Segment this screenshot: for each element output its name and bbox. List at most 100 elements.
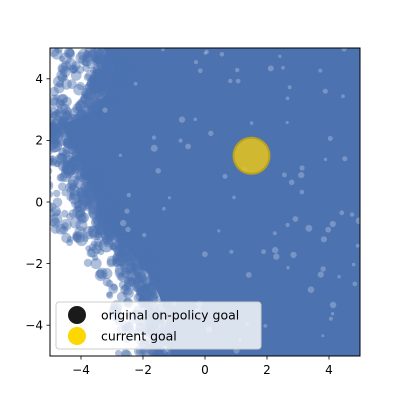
- cloud-stray-point: [50, 111, 60, 122]
- cloud-stray-point: [50, 155, 55, 163]
- cloud-stray-point: [90, 240, 98, 247]
- cloud-point: [185, 48, 197, 51]
- cloud-stray-point: [71, 198, 82, 209]
- cloud-speckle: [150, 144, 158, 152]
- cloud-stray-point: [72, 103, 83, 114]
- cloud-stray-point: [121, 350, 132, 356]
- y-tick-label: 2: [35, 134, 43, 148]
- cloud-stray-point: [120, 349, 131, 356]
- cloud-speckle: [267, 65, 274, 72]
- cloud-speckle: [292, 216, 299, 222]
- cloud-point: [71, 149, 84, 161]
- x-tick-label: 4: [325, 363, 333, 377]
- cloud-point: [114, 99, 124, 109]
- cloud-core: [62, 48, 360, 356]
- cloud-speckle: [320, 236, 327, 243]
- cloud-speckle: [133, 81, 138, 86]
- cloud-stray-point: [58, 93, 69, 104]
- cloud-stray-point: [82, 90, 92, 100]
- cloud-stray-point: [90, 257, 102, 270]
- cloud-stray-point: [68, 193, 80, 205]
- cloud-stray-point: [57, 72, 67, 83]
- cloud-speckle: [288, 179, 295, 186]
- cloud-speckle: [337, 275, 341, 279]
- cloud-stray-point: [58, 182, 67, 191]
- cloud-point: [150, 272, 166, 288]
- legend-marker-original-goal: [68, 306, 86, 324]
- cloud-point: [69, 117, 79, 126]
- legend-label-current-goal: current goal: [101, 329, 177, 344]
- cloud-speckle: [178, 116, 186, 123]
- cloud-stray-point: [135, 348, 143, 355]
- cloud-point: [84, 140, 95, 151]
- cloud-stray-point: [93, 238, 103, 248]
- cloud-stray-point: [118, 280, 127, 289]
- cloud-stray-point: [133, 293, 144, 303]
- cloud-stray-point: [116, 272, 125, 281]
- cloud-speckle: [208, 130, 214, 136]
- cloud-stray-point: [81, 87, 93, 100]
- cloud-stray-point: [71, 61, 81, 71]
- cloud-stray-point: [72, 232, 80, 240]
- cloud-point: [86, 179, 100, 192]
- cloud-stray-point: [88, 225, 95, 232]
- cloud-speckle: [305, 224, 313, 232]
- cloud-speckle: [162, 206, 166, 211]
- cloud-speckle: [282, 172, 287, 178]
- cloud-stray-point: [123, 275, 132, 284]
- cloud-stray-point: [60, 209, 69, 218]
- cloud-speckle: [126, 192, 131, 198]
- cloud-stray-point: [50, 109, 54, 120]
- cloud-stray-point: [61, 79, 72, 90]
- cloud-stray-point: [85, 230, 94, 240]
- y-tick-label: −2: [25, 257, 43, 271]
- x-tick-label: 2: [263, 363, 271, 377]
- cloud-stray-point: [75, 209, 87, 221]
- cloud-stray-point: [63, 106, 72, 116]
- cloud-stray-point: [72, 231, 82, 242]
- cloud-speckle: [342, 156, 348, 162]
- cloud-speckle: [222, 173, 228, 179]
- cloud-stray-point: [81, 55, 93, 67]
- y-tick-label: 4: [35, 72, 43, 86]
- cloud-stray-point: [50, 155, 58, 167]
- cloud-speckle: [235, 78, 241, 84]
- cloud-stray-point: [50, 223, 61, 234]
- cloud-point: [69, 182, 77, 191]
- cloud-stray-point: [53, 160, 61, 168]
- cloud-speckle: [197, 68, 203, 74]
- cloud-stray-point: [102, 277, 112, 287]
- cloud-stray-point: [70, 69, 82, 81]
- cloud-stray-point: [76, 81, 85, 91]
- cloud-stray-point: [50, 167, 53, 175]
- cloud-speckle: [320, 266, 326, 272]
- cloud-speckle: [328, 316, 333, 321]
- cloud-stray-point: [89, 228, 101, 240]
- cloud-speckle: [285, 96, 290, 101]
- cloud-stray-point: [103, 240, 111, 248]
- cloud-stray-point: [66, 193, 74, 201]
- cloud-speckle: [341, 94, 345, 99]
- cloud-stray-point: [127, 276, 136, 285]
- cloud-stray-point: [69, 64, 79, 74]
- cloud-point: [78, 212, 89, 223]
- cloud-point: [101, 225, 110, 234]
- cloud-stray-point: [139, 348, 146, 356]
- cloud-speckle: [272, 231, 277, 236]
- cloud-point: [84, 48, 97, 57]
- cloud-point: [163, 284, 174, 294]
- cloud-stray-point: [75, 219, 88, 232]
- cloud-stray-point: [56, 94, 68, 106]
- cloud-stray-point: [83, 50, 91, 58]
- cloud-stray-point: [110, 283, 118, 291]
- cloud-stray-point: [93, 231, 103, 241]
- cloud-stray-point: [52, 197, 63, 208]
- cloud-stray-point: [125, 266, 136, 277]
- y-tick-label: 0: [35, 195, 43, 209]
- cloud-speckle: [351, 262, 356, 267]
- cloud-speckle: [287, 85, 292, 90]
- cloud-speckle: [286, 266, 290, 270]
- cloud-point: [151, 48, 160, 52]
- cloud-stray-point: [50, 48, 60, 57]
